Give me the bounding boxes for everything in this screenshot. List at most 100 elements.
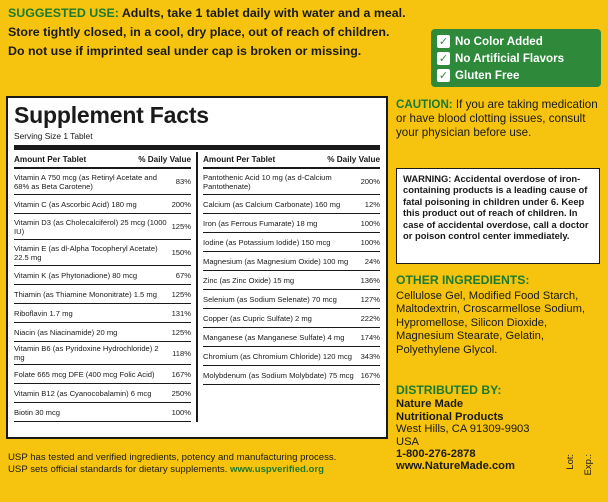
facts-row: Copper (as Cupric Sulfate) 2 mg 222% (203, 309, 380, 328)
facts-row: Iodine (as Potassium Iodide) 150 mcg 100% (203, 233, 380, 252)
daily-value: 250% (171, 388, 191, 398)
facts-column-right: Amount Per Tablet% Daily Value Pantothen… (196, 152, 380, 422)
daily-value: 127% (360, 294, 380, 304)
daily-value: 174% (360, 332, 380, 342)
nutrient-name: Zinc (as Zinc Oxide) 15 mg (203, 275, 295, 285)
nutrient-name: Copper (as Cupric Sulfate) 2 mg (203, 313, 312, 323)
daily-value: 12% (364, 199, 380, 209)
nutrient-name: Vitamin D3 (as Cholecalciferol) 25 mcg (… (14, 217, 167, 236)
facts-row: Magnesium (as Magnesium Oxide) 100 mg 24% (203, 252, 380, 271)
nutrient-name: Vitamin A 750 mcg (as Retinyl Acetate an… (14, 172, 157, 191)
daily-value: 125% (171, 327, 191, 337)
facts-header: Amount Per Tablet% Daily Value (14, 152, 191, 169)
nutrient-name: Riboflavin 1.7 mg (14, 308, 73, 318)
nutrient-name: Vitamin K (as Phytonadione) 80 mcg (14, 270, 138, 280)
lot-label: Lot: (564, 454, 575, 470)
facts-row: Selenium (as Sodium Selenate) 70 mcg 127% (203, 290, 380, 309)
nutrient-name: Molybdenum (as Sodium Molybdate) 75 mcg (203, 370, 354, 380)
facts-row: Biotin 30 mcg 100% (14, 403, 191, 422)
nutrient-name: Pantothenic Acid 10 mg (as d-Calcium Pan… (203, 172, 332, 191)
warning-text: Accidental overdose of iron-containing p… (403, 173, 589, 242)
badge-box: ✓ No Color Added ✓ No Artificial Flavors ✓… (431, 29, 601, 87)
facts-row: Vitamin B12 (as Cyanocobalamin) 6 mcg 250… (14, 384, 191, 403)
facts-row: Riboflavin 1.7 mg 131% (14, 304, 191, 323)
facts-row: Pantothenic Acid 10 mg (as d-Calcium Pan… (203, 169, 380, 195)
nutrient-name: Niacin (as Niacinamide) 20 mg (14, 327, 118, 337)
serving-size: Serving Size 1 Tablet (14, 131, 380, 150)
daily-value: 167% (360, 370, 380, 380)
exp-label: Exp.: (582, 454, 593, 476)
nutrient-name: Manganese (as Manganese Sulfate) 4 mg (203, 332, 345, 342)
daily-value: 24% (364, 256, 380, 266)
badge-no-color: ✓ No Color Added (437, 35, 543, 48)
daily-value: 118% (172, 348, 191, 358)
facts-row: Niacin (as Niacinamide) 20 mg 125% (14, 323, 191, 342)
distributor-label: DISTRIBUTED BY: (396, 383, 502, 397)
nutrient-name: Iodine (as Potassium Iodide) 150 mcg (203, 237, 331, 247)
daily-value: 125% (171, 222, 191, 231)
usp-link[interactable]: www.uspverified.org (230, 464, 325, 475)
facts-row: Zinc (as Zinc Oxide) 15 mg 136% (203, 271, 380, 290)
nutrient-name: Thiamin (as Thiamine Mononitrate) 1.5 mg (14, 289, 157, 299)
other-ingredients-text: Cellulose Gel, Modified Food Starch, Mal… (396, 289, 586, 356)
seal-line: Do not use if imprinted seal under cap i… (8, 44, 362, 58)
nutrient-name: Vitamin B12 (as Cyanocobalamin) 6 mcg (14, 388, 152, 398)
supplement-facts-title: Supplement Facts (14, 102, 209, 128)
nutrient-name: Vitamin B6 (as Pyridoxine Hydrochloride)… (14, 344, 159, 362)
suggested-use-line1: Adults, take 1 tablet daily with water a… (118, 6, 406, 20)
usp-statement: USP has tested and verified ingredients,… (8, 452, 336, 476)
distributor-phone: 1-800-276-2878 (396, 448, 476, 461)
facts-row: Thiamin (as Thiamine Mononitrate) 1.5 mg… (14, 285, 191, 304)
facts-row: Calcium (as Calcium Carbonate) 160 mg 12% (203, 195, 380, 214)
facts-column-left: Amount Per Tablet% Daily Value Vitamin A… (14, 152, 192, 422)
warning-box: WARNING: Accidental overdose of iron-con… (396, 168, 600, 264)
nutrient-name: Biotin 30 mcg (14, 407, 61, 417)
daily-value: 131% (171, 308, 191, 318)
warning-label: WARNING: (403, 173, 452, 184)
check-icon: ✓ (437, 35, 450, 48)
caution-label: CAUTION: (396, 98, 453, 111)
facts-header: Amount Per Tablet% Daily Value (203, 152, 380, 169)
usp-line1: USP has tested and verified ingredients,… (8, 452, 337, 463)
facts-row: Vitamin K (as Phytonadione) 80 mcg 67% (14, 266, 191, 285)
distributor: DISTRIBUTED BY: Nature Made Nutritional … (396, 384, 602, 473)
daily-value: 100% (360, 218, 380, 228)
check-icon: ✓ (437, 69, 450, 82)
daily-value: 136% (360, 275, 380, 285)
distributor-country: USA (396, 435, 420, 448)
nutrient-name: Calcium (as Calcium Carbonate) 160 mg (203, 199, 341, 209)
facts-row: Vitamin B6 (as Pyridoxine Hydrochloride)… (14, 342, 191, 365)
distributor-web[interactable]: www.NatureMade.com (396, 460, 515, 473)
facts-row: Vitamin C (as Ascorbic Acid) 180 mg 200% (14, 195, 191, 214)
facts-row: Vitamin A 750 mcg (as Retinyl Acetate an… (14, 169, 191, 195)
nutrient-name: Folate 665 mcg DFE (400 mcg Folic Acid) (14, 369, 155, 379)
daily-value: 343% (360, 351, 380, 361)
facts-row: Chromium (as Chromium Chloride) 120 mcg 3… (203, 347, 380, 366)
facts-row: Vitamin E (as dl-Alpha Tocopheryl Acetat… (14, 240, 191, 266)
nutrient-name: Vitamin C (as Ascorbic Acid) 180 mg (14, 199, 137, 209)
suggested-use-label: SUGGESTED USE: (8, 6, 119, 20)
nutrient-name: Vitamin E (as dl-Alpha Tocopheryl Acetat… (14, 243, 158, 262)
distributor-name2: Nutritional Products (396, 410, 504, 423)
nutrient-name: Magnesium (as Magnesium Oxide) 100 mg (203, 256, 349, 266)
daily-value: 100% (360, 237, 380, 247)
lot-exp-codes: Lot: Exp.: (560, 446, 600, 498)
badge-no-flavors: ✓ No Artificial Flavors (437, 52, 565, 65)
other-ingredients-label: OTHER INGREDIENTS: (396, 273, 530, 287)
storage-line: Store tightly closed, in a cool, dry pla… (8, 25, 390, 39)
daily-value: 200% (171, 199, 191, 209)
daily-value: 83% (175, 177, 191, 186)
daily-value: 100% (171, 407, 191, 417)
facts-row: Manganese (as Manganese Sulfate) 4 mg 174… (203, 328, 380, 347)
nutrient-name: Iron (as Ferrous Fumarate) 18 mg (203, 218, 318, 228)
daily-value: 150% (171, 248, 191, 257)
facts-row: Molybdenum (as Sodium Molybdate) 75 mcg 1… (203, 366, 380, 385)
nutrient-name: Chromium (as Chromium Chloride) 120 mcg (203, 351, 352, 361)
usp-line2: USP sets official standards for dietary … (8, 464, 231, 475)
facts-row: Vitamin D3 (as Cholecalciferol) 25 mcg (… (14, 214, 191, 240)
facts-row: Folate 665 mcg DFE (400 mcg Folic Acid) 1… (14, 365, 191, 384)
daily-value: 67% (175, 270, 191, 280)
check-icon: ✓ (437, 52, 450, 65)
other-ingredients: OTHER INGREDIENTS: Cellulose Gel, Modifi… (396, 273, 602, 358)
supplement-facts-panel: Supplement Facts Serving Size 1 Tablet A… (6, 96, 388, 439)
